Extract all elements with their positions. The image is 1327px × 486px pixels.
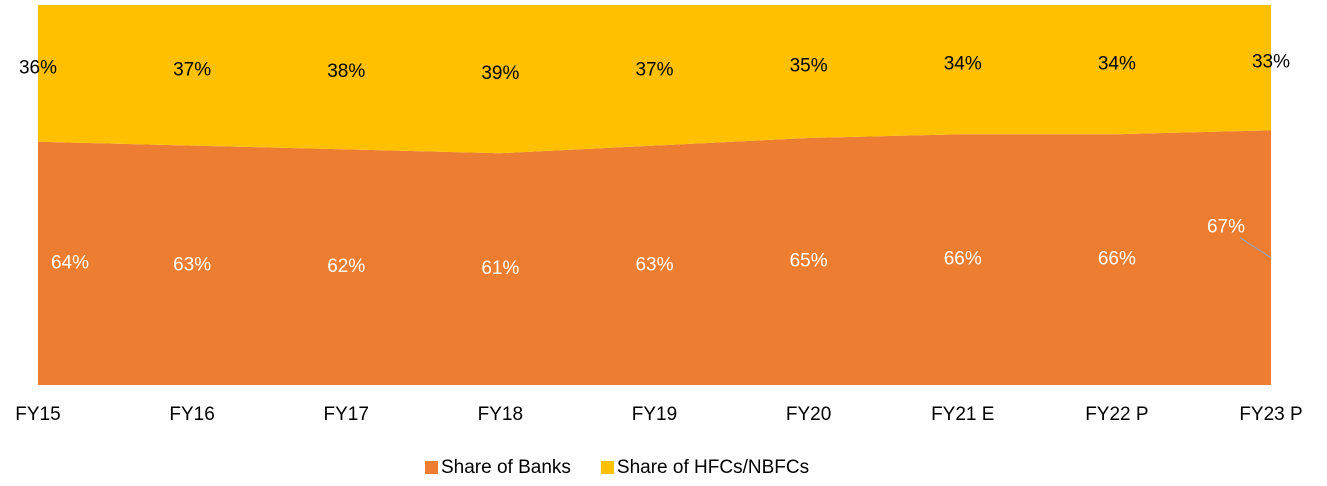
x-tick-label: FY19 <box>632 404 677 425</box>
x-tick-label: FY18 <box>478 404 523 425</box>
data-label: 39% <box>481 63 519 84</box>
area <box>38 130 1271 385</box>
data-label: 38% <box>327 61 365 82</box>
data-label: 66% <box>1098 249 1136 270</box>
data-label: 65% <box>790 251 828 272</box>
data-label: 67% <box>1207 217 1245 238</box>
area <box>38 5 1271 154</box>
data-label: 64% <box>51 252 89 273</box>
data-label: 37% <box>635 59 673 80</box>
legend-label: Share of HFCs/NBFCs <box>617 457 809 478</box>
x-tick-label: FY21 E <box>931 404 994 425</box>
x-tick-label: FY16 <box>169 404 214 425</box>
x-tick-label: FY20 <box>786 404 831 425</box>
data-label: 33% <box>1252 52 1290 73</box>
legend-swatch <box>425 461 438 474</box>
data-label: 63% <box>173 254 211 275</box>
legend-swatch <box>600 461 614 474</box>
data-label: 66% <box>944 249 982 270</box>
data-label: 63% <box>635 254 673 275</box>
x-tick-label: FY17 <box>324 404 369 425</box>
data-label: 34% <box>1098 54 1136 75</box>
x-tick-label: FY23 P <box>1239 404 1302 425</box>
data-label: 34% <box>944 54 982 75</box>
data-label: 61% <box>481 258 519 279</box>
x-tick-label: FY15 <box>15 404 60 425</box>
data-label: 35% <box>790 56 828 77</box>
data-label: 37% <box>173 59 211 80</box>
legend-label: Share of Banks <box>441 457 571 478</box>
data-label: 62% <box>327 256 365 277</box>
data-label: 36% <box>19 57 57 78</box>
x-tick-label: FY22 P <box>1085 404 1148 425</box>
leader-line <box>1239 237 1272 259</box>
